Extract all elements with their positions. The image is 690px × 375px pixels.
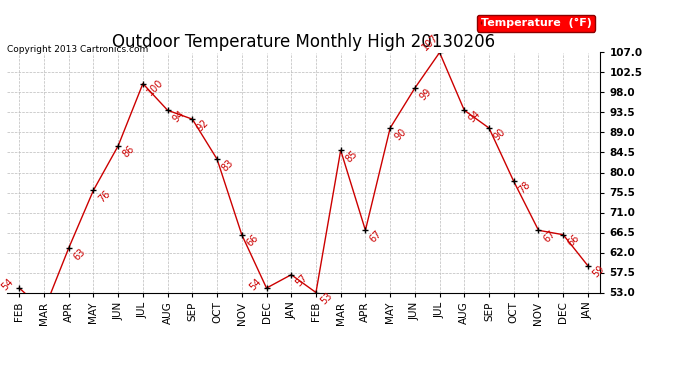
Text: 63: 63 [72, 246, 87, 262]
Text: 76: 76 [96, 188, 112, 204]
Text: 85: 85 [344, 148, 359, 164]
Text: 107: 107 [420, 32, 440, 53]
Text: 78: 78 [517, 180, 533, 195]
Legend: Temperature  (°F): Temperature (°F) [477, 15, 595, 32]
Text: 86: 86 [121, 144, 137, 160]
Text: 54: 54 [247, 276, 263, 292]
Text: 94: 94 [170, 108, 186, 124]
Text: 66: 66 [244, 233, 260, 249]
Text: 90: 90 [393, 126, 408, 142]
Text: 66: 66 [566, 233, 582, 249]
Text: 92: 92 [195, 117, 211, 133]
Text: 83: 83 [220, 158, 235, 173]
Text: 67: 67 [368, 228, 384, 244]
Title: Outdoor Temperature Monthly High 20130206: Outdoor Temperature Monthly High 2013020… [112, 33, 495, 51]
Text: 100: 100 [146, 77, 166, 98]
Text: 53: 53 [319, 291, 335, 306]
Text: 94: 94 [467, 108, 483, 124]
Text: 57: 57 [294, 273, 310, 289]
Text: 67: 67 [541, 228, 557, 244]
Text: 59: 59 [591, 264, 607, 280]
Text: Copyright 2013 Cartronics.com: Copyright 2013 Cartronics.com [7, 45, 148, 54]
Text: 54: 54 [0, 276, 16, 292]
Text: 99: 99 [417, 86, 433, 102]
Text: 90: 90 [492, 126, 508, 142]
Text: 49: 49 [0, 374, 1, 375]
